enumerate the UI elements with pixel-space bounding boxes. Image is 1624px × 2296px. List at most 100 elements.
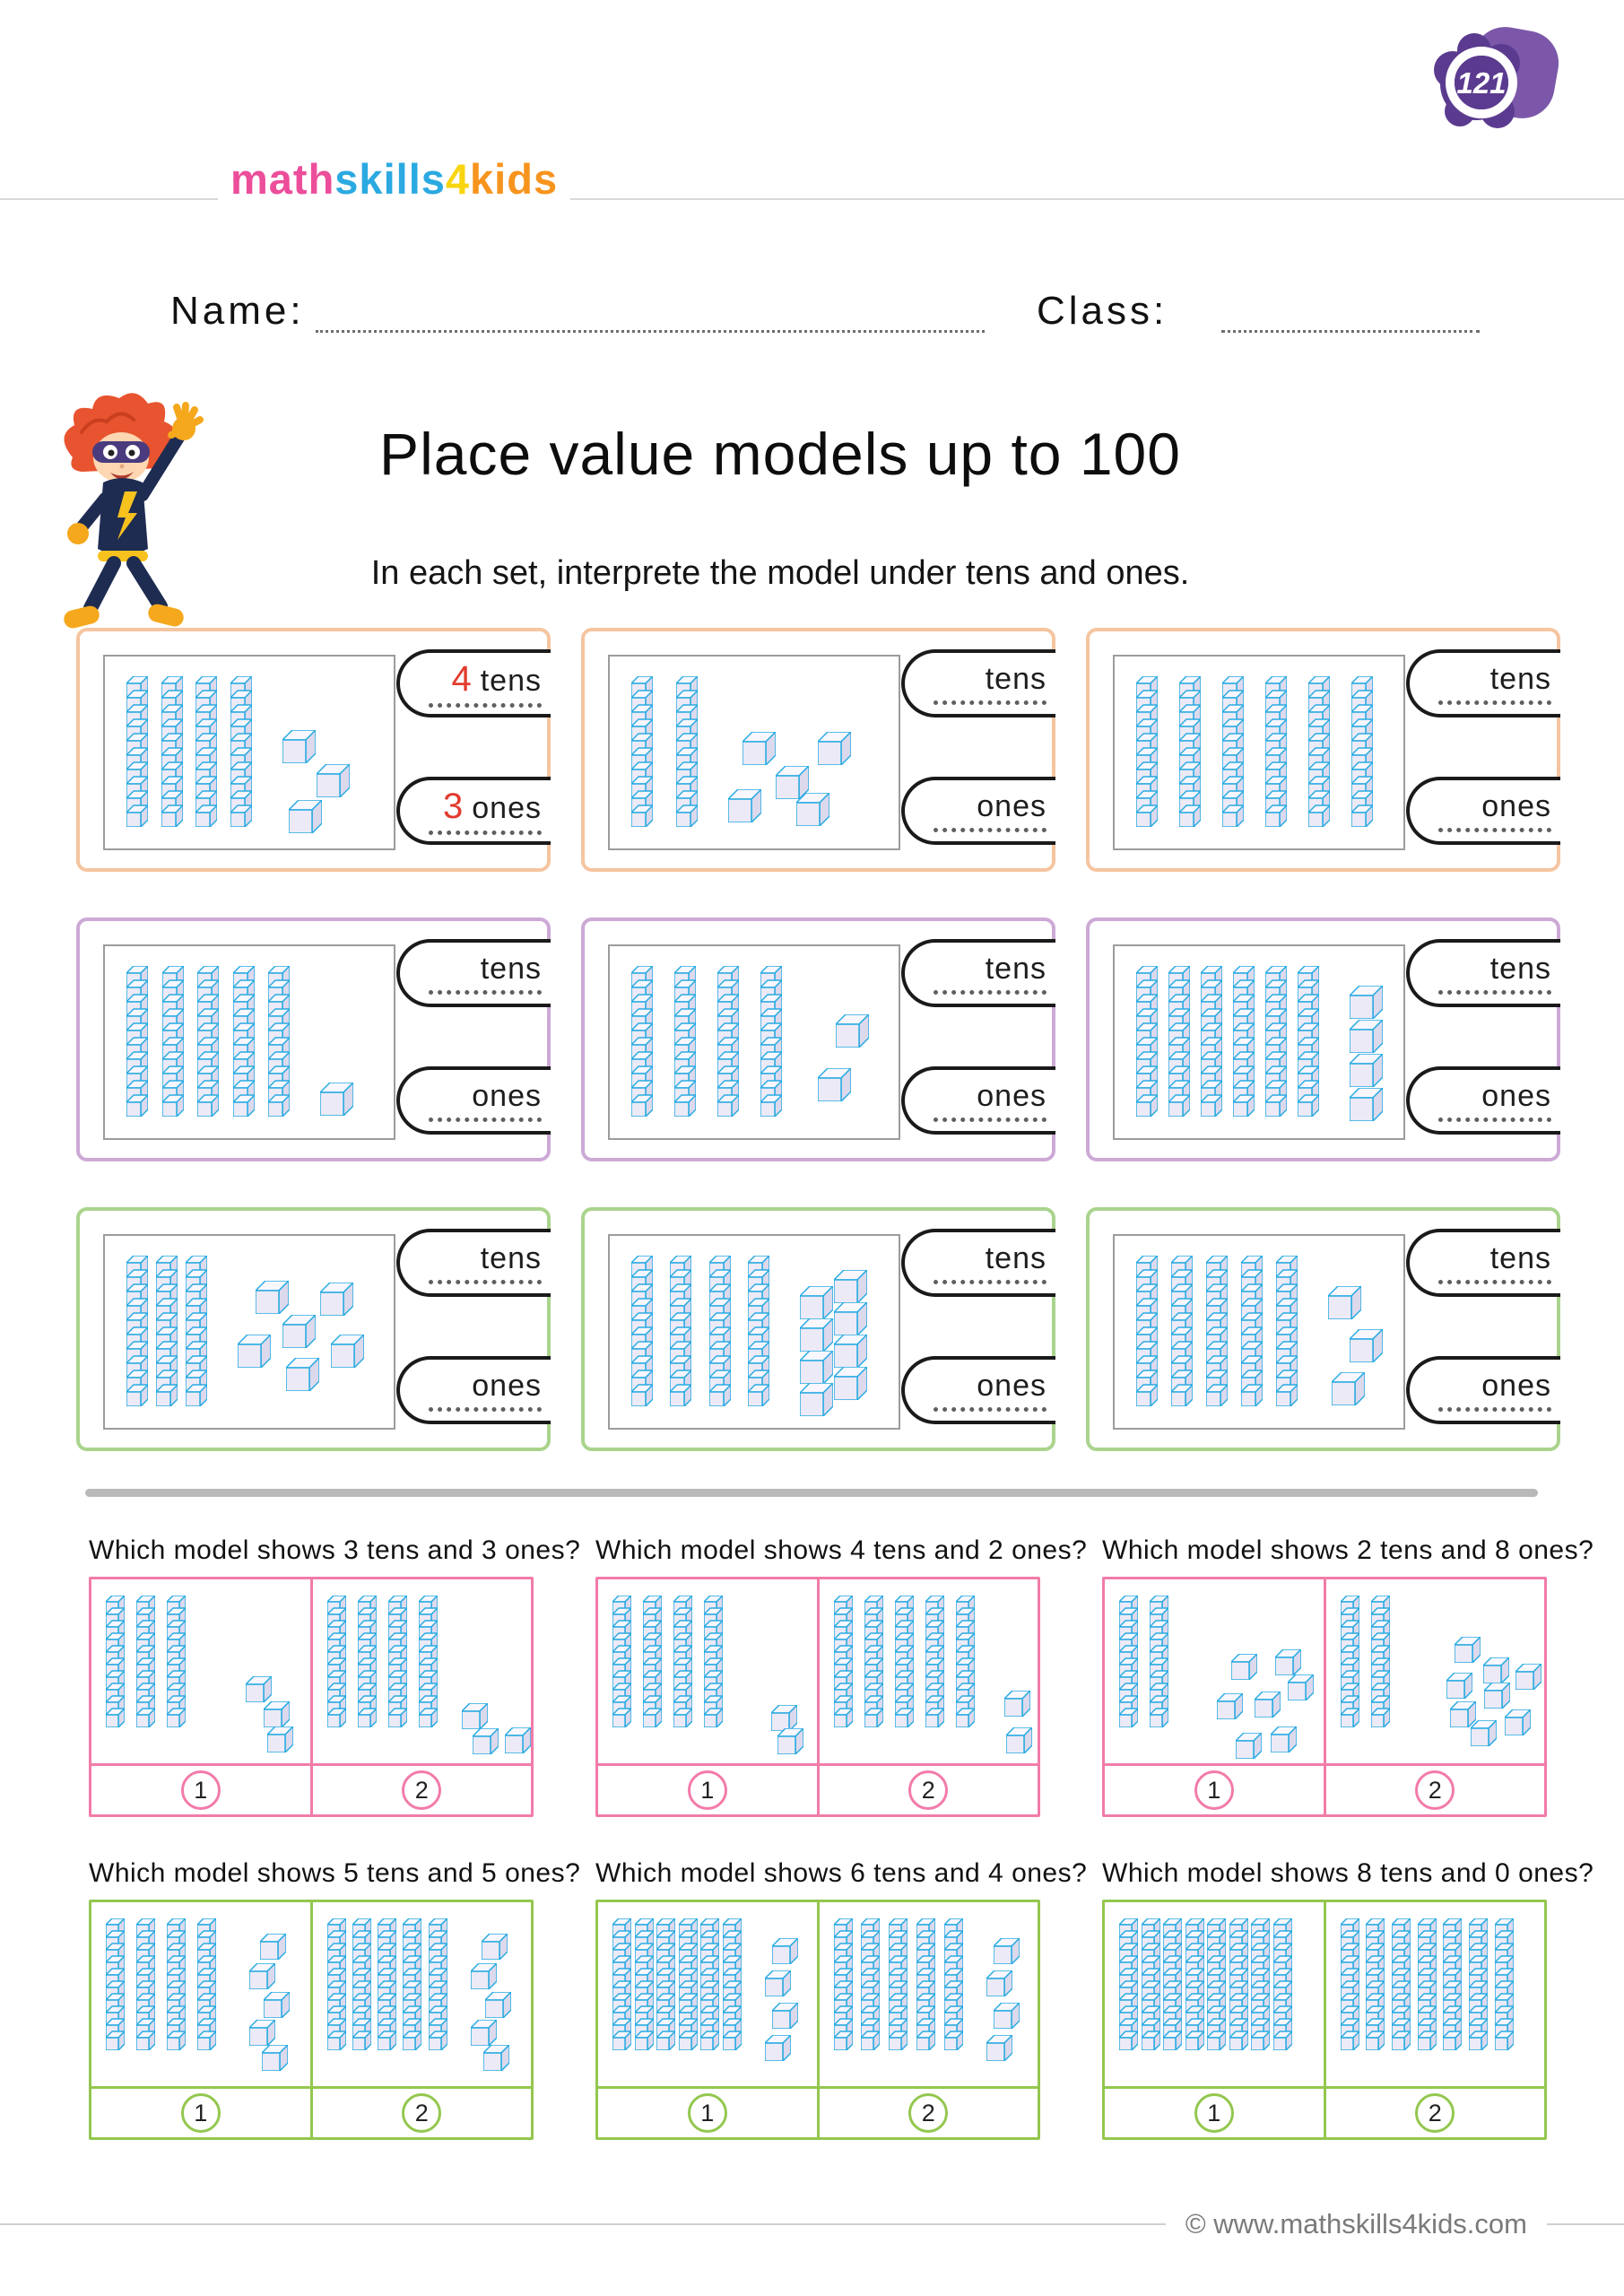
model-option-1[interactable] <box>598 1579 820 1763</box>
answer-dotted-line[interactable] <box>934 1407 1046 1412</box>
model-option-1[interactable] <box>1105 1902 1326 2086</box>
ones-cube-graphic <box>1216 1692 1244 1720</box>
ones-cube-graphic <box>282 729 317 764</box>
answer-dotted-line[interactable] <box>934 1280 1046 1284</box>
option-cell-2[interactable]: 2 <box>313 1766 532 1814</box>
answer-dotted-line[interactable] <box>429 1407 542 1412</box>
option-cell-2[interactable]: 2 <box>1326 1766 1545 1814</box>
answer-dotted-line[interactable] <box>1438 1280 1551 1284</box>
tens-answer-bubble[interactable]: 4 tens <box>396 649 551 718</box>
option-cell-2[interactable]: 2 <box>820 1766 1038 1814</box>
ones-cube <box>1445 1672 1473 1700</box>
option-number-1[interactable]: 1 <box>687 2093 727 2133</box>
ones-answer-bubble[interactable]: ones <box>396 1356 551 1424</box>
answer-dotted-line[interactable] <box>934 700 1046 705</box>
option-number-2[interactable]: 2 <box>908 1770 949 1810</box>
tens-rod <box>916 1918 936 2051</box>
option-cell-2[interactable]: 2 <box>820 2089 1038 2137</box>
answer-dotted-line[interactable] <box>429 831 542 835</box>
tens-rod-graphic <box>326 1595 347 1728</box>
ones-answer-bubble[interactable]: 3 ones <box>396 777 551 845</box>
option-cell-2[interactable]: 2 <box>313 2089 532 2137</box>
ones-answer-bubble[interactable]: ones <box>901 1356 1055 1424</box>
answer-dotted-line[interactable] <box>429 990 542 995</box>
tens-answer-bubble[interactable]: tens <box>901 939 1055 1007</box>
ones-answer-bubble[interactable]: ones <box>901 1066 1055 1135</box>
ones-cube-graphic <box>1004 1726 1033 1754</box>
option-number-2[interactable]: 2 <box>1415 2093 1455 2133</box>
tens-answer-bubble[interactable]: tens <box>901 1229 1055 1297</box>
answer-dotted-line[interactable] <box>429 1280 542 1284</box>
tens-answer-bubble[interactable]: tens <box>901 649 1055 718</box>
ones-cube <box>248 2019 276 2047</box>
tens-rod <box>196 1918 217 2051</box>
answer-dotted-line[interactable] <box>429 1118 542 1122</box>
model-option-1[interactable] <box>91 1902 313 2086</box>
answer-dotted-line[interactable] <box>1438 1407 1551 1412</box>
answer-dotted-line[interactable] <box>1438 1118 1551 1122</box>
model-option-2[interactable] <box>313 1902 532 2086</box>
ones-answer-bubble[interactable]: ones <box>1406 1356 1560 1424</box>
tens-answer-bubble[interactable]: tens <box>1406 939 1560 1007</box>
answer-dotted-line[interactable] <box>1438 828 1551 832</box>
tens-rod-graphic <box>888 1918 908 2051</box>
model-option-1[interactable] <box>1105 1579 1326 1763</box>
option-cell-1[interactable]: 1 <box>91 1766 313 1814</box>
tens-answer-bubble[interactable]: tens <box>396 939 551 1007</box>
option-cell-1[interactable]: 1 <box>1105 1766 1326 1814</box>
option-cell-1[interactable]: 1 <box>91 2089 313 2137</box>
ones-answer-bubble[interactable]: ones <box>396 1066 551 1135</box>
answer-dotted-line[interactable] <box>429 703 542 708</box>
ones-answer-bubble[interactable]: ones <box>1406 1066 1560 1135</box>
exercise-box-4: tens ones <box>76 918 551 1161</box>
option-number-1[interactable]: 1 <box>180 1770 221 1810</box>
tens-answer-bubble[interactable]: tens <box>396 1229 551 1297</box>
ones-answer-bubble[interactable]: ones <box>1406 777 1560 845</box>
ones-cube <box>1349 985 1384 1020</box>
name-input-line[interactable] <box>316 289 985 333</box>
option-cell-2[interactable]: 2 <box>1326 2089 1545 2137</box>
model-option-1[interactable] <box>91 1579 313 1763</box>
answer-dotted-line[interactable] <box>934 990 1046 995</box>
tens-rod <box>716 965 740 1118</box>
ones-cube-graphic <box>1287 1674 1315 1701</box>
tens-rod <box>1264 675 1288 828</box>
tens-rod-graphic <box>196 965 220 1118</box>
class-input-line[interactable] <box>1221 289 1480 333</box>
option-number-2[interactable]: 2 <box>908 2093 949 2133</box>
option-cell-1[interactable]: 1 <box>1105 2089 1326 2137</box>
answer-dotted-line[interactable] <box>1438 990 1551 995</box>
model-option-2[interactable] <box>820 1579 1038 1763</box>
option-number-1[interactable]: 1 <box>1194 1770 1234 1810</box>
tens-rod-graphic <box>427 1918 448 2051</box>
tens-rod <box>1365 1918 1385 2051</box>
ones-cube <box>1274 1648 1302 1676</box>
option-number-2[interactable]: 2 <box>402 2093 442 2133</box>
answer-dotted-line[interactable] <box>1438 700 1551 705</box>
tens-answer-value[interactable]: 4 <box>451 659 472 699</box>
base-ten-model <box>608 944 900 1140</box>
tens-rod-graphic <box>1135 1255 1159 1407</box>
tens-rod-graphic <box>703 1595 724 1728</box>
tens-answer-bubble[interactable]: tens <box>1406 1229 1560 1297</box>
option-cell-1[interactable]: 1 <box>598 2089 820 2137</box>
option-number-1[interactable]: 1 <box>1194 2093 1234 2133</box>
tens-answer-bubble[interactable]: tens <box>1406 649 1560 718</box>
ones-answer-value[interactable]: 3 <box>443 787 464 826</box>
option-number-1[interactable]: 1 <box>687 1770 727 1810</box>
tens-rod-graphic <box>417 1595 439 1728</box>
ones-cube <box>833 1334 868 1369</box>
model-option-1[interactable] <box>598 1902 820 2086</box>
option-number-2[interactable]: 2 <box>1415 1770 1455 1810</box>
option-number-2[interactable]: 2 <box>402 1770 442 1810</box>
option-cell-1[interactable]: 1 <box>598 1766 820 1814</box>
ones-answer-bubble[interactable]: ones <box>901 777 1055 845</box>
answer-dotted-line[interactable] <box>934 828 1046 832</box>
tens-rod <box>678 1918 699 2051</box>
model-option-2[interactable] <box>1326 1902 1545 2086</box>
answer-dotted-line[interactable] <box>934 1118 1046 1122</box>
model-option-2[interactable] <box>1326 1579 1545 1763</box>
model-option-2[interactable] <box>313 1579 532 1763</box>
model-option-2[interactable] <box>820 1902 1038 2086</box>
option-number-1[interactable]: 1 <box>180 2093 221 2133</box>
